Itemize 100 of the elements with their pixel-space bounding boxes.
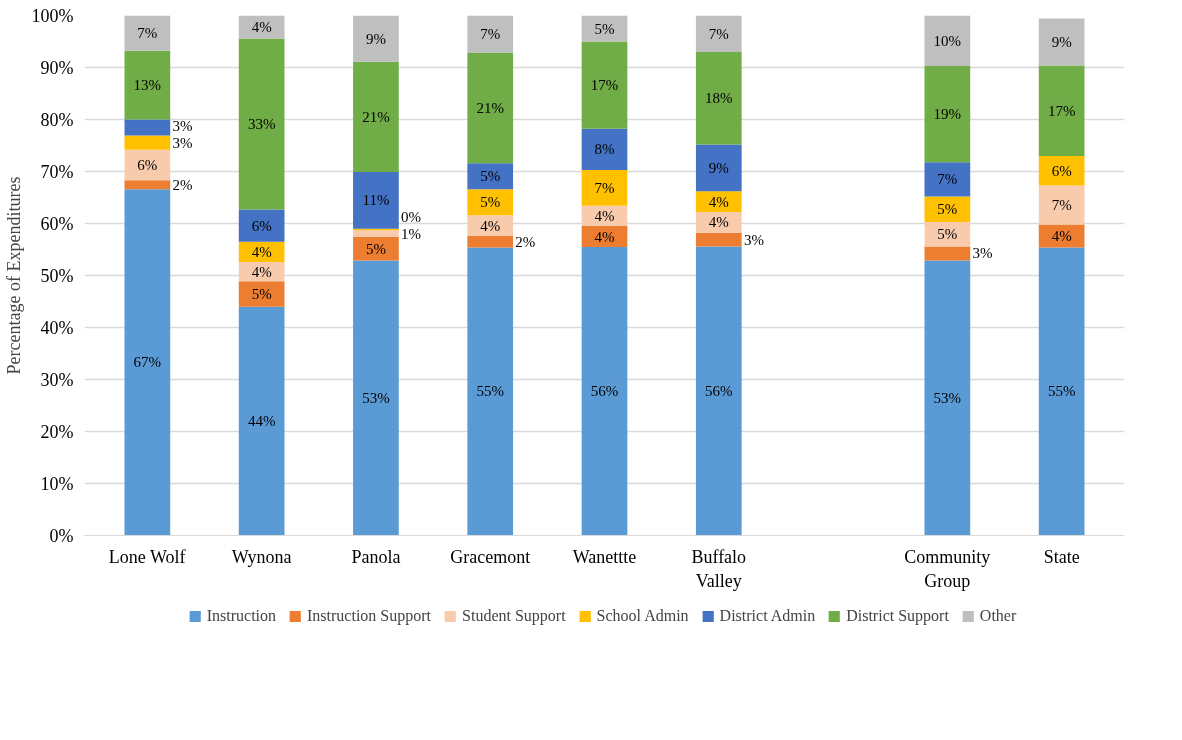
- data-label: 7%: [594, 179, 615, 196]
- bar: [124, 119, 171, 136]
- x-tick-label: Wynona: [231, 546, 292, 567]
- bar: [924, 65, 971, 163]
- data-label: 9%: [708, 159, 729, 176]
- legend-label: Instruction: [206, 606, 277, 625]
- data-label: 53%: [933, 389, 962, 406]
- y-axis-title: Percentage of Expenditures: [3, 176, 24, 375]
- data-label: 5%: [480, 194, 501, 211]
- data-label: 10%: [933, 32, 962, 49]
- data-label: 11%: [362, 192, 390, 209]
- bar: [124, 135, 171, 150]
- data-label: 53%: [362, 389, 390, 406]
- legend-label: Student Support: [462, 606, 566, 625]
- bar: [467, 247, 514, 536]
- data-label: 67%: [133, 354, 162, 371]
- data-label: 7%: [137, 25, 158, 42]
- data-label: 56%: [705, 382, 733, 399]
- bar: [124, 180, 171, 190]
- data-label: 5%: [594, 20, 615, 37]
- data-label: 4%: [708, 193, 729, 210]
- data-label: 17%: [590, 77, 619, 94]
- y-tick-label: 30%: [40, 369, 74, 390]
- data-label: 4%: [594, 228, 615, 245]
- data-label: 7%: [1051, 197, 1072, 214]
- data-label: 6%: [251, 217, 272, 234]
- bar: [353, 230, 399, 238]
- bar: [695, 144, 742, 192]
- bar: [238, 38, 285, 210]
- x-tick-label: Wanettte: [572, 546, 637, 567]
- data-label: 3%: [172, 117, 193, 134]
- bar: [467, 52, 514, 164]
- data-label: 19%: [933, 106, 962, 123]
- legend-label: District Admin: [719, 606, 816, 625]
- data-label: 0%: [401, 208, 422, 225]
- y-tick-label: 70%: [40, 161, 74, 182]
- data-label: 56%: [590, 383, 619, 400]
- bar: [581, 41, 628, 129]
- y-tick-label: 20%: [40, 421, 74, 442]
- y-tick-label: 50%: [40, 265, 74, 286]
- x-tick-label: State: [1043, 546, 1080, 567]
- x-tick-label: Lone Wolf: [108, 546, 186, 567]
- data-label: 4%: [251, 243, 272, 260]
- data-label: 9%: [365, 30, 386, 47]
- y-tick-label: 0%: [49, 525, 74, 546]
- data-label: 17%: [1047, 102, 1076, 119]
- legend-label: School Admin: [596, 606, 689, 625]
- bar: [695, 51, 742, 145]
- data-label: 5%: [480, 168, 501, 185]
- data-label: 21%: [476, 99, 504, 116]
- bar: [1038, 65, 1085, 156]
- y-tick-label: 100%: [31, 5, 74, 26]
- bar: [353, 260, 399, 536]
- data-label: 55%: [476, 383, 504, 400]
- data-label: 4%: [251, 263, 272, 280]
- data-label: 3%: [743, 231, 764, 248]
- data-label: 55%: [1047, 383, 1076, 400]
- data-label: 21%: [362, 108, 390, 125]
- data-label: 5%: [937, 226, 958, 243]
- legend-label: Instruction Support: [307, 606, 432, 625]
- data-label: 8%: [594, 141, 615, 158]
- data-label: 2%: [172, 176, 193, 193]
- x-tick-label: Gracemont: [450, 546, 531, 567]
- y-tick-label: 90%: [40, 57, 74, 78]
- data-label: 3%: [972, 245, 993, 262]
- y-tick-label: 10%: [40, 473, 74, 494]
- data-label: 5%: [937, 201, 958, 218]
- bar: [695, 246, 742, 536]
- bar: [581, 246, 628, 536]
- data-label: 4%: [251, 18, 272, 35]
- legend-label: District Support: [846, 606, 949, 625]
- data-label: 4%: [594, 207, 615, 224]
- data-label: 3%: [172, 134, 193, 151]
- y-tick-label: 40%: [40, 317, 74, 338]
- y-tick-label: 80%: [40, 109, 74, 130]
- bar: [124, 189, 171, 536]
- data-label: 18%: [705, 90, 733, 107]
- bar: [924, 246, 971, 261]
- data-label: 9%: [1051, 34, 1072, 51]
- y-tick-label: 60%: [40, 213, 74, 234]
- data-label: 7%: [937, 171, 958, 188]
- data-label: 2%: [515, 233, 536, 250]
- bar: [924, 260, 971, 536]
- bar: [695, 232, 742, 247]
- data-label: 5%: [251, 285, 272, 302]
- x-tick-label: Buffalo Valley: [691, 546, 747, 591]
- x-tick-label: Community Group: [904, 546, 991, 591]
- data-label: 4%: [1051, 227, 1072, 244]
- data-label: 4%: [480, 217, 501, 234]
- data-label: 5%: [365, 240, 386, 257]
- bar: [1038, 247, 1085, 536]
- data-label: 7%: [708, 25, 729, 42]
- data-label: 33%: [247, 115, 276, 132]
- data-label: 13%: [133, 77, 162, 94]
- data-label: 44%: [247, 413, 276, 430]
- data-label: 7%: [480, 25, 501, 42]
- x-tick-label: Panola: [351, 546, 401, 567]
- bar: [238, 306, 285, 536]
- data-label: 6%: [137, 157, 158, 173]
- data-label: 6%: [1051, 162, 1072, 179]
